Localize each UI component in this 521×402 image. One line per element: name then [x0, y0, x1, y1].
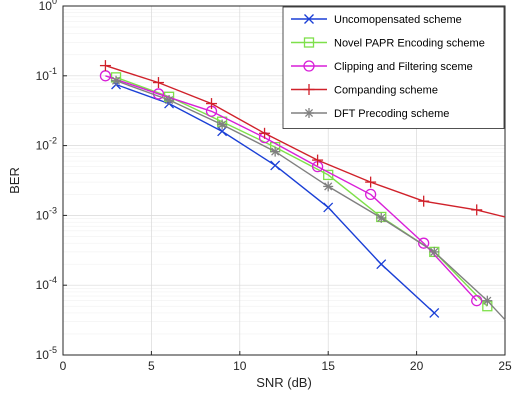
x-tick-label: 5 [148, 359, 155, 373]
data-point [364, 188, 377, 201]
data-point [376, 259, 387, 270]
data-point [312, 154, 324, 166]
legend-entry: Clipping and Filtering sceme [291, 60, 473, 73]
point-marker [271, 147, 280, 156]
legend-entry: DFT Precoding scheme [291, 108, 449, 120]
y-tick-label: 10-3 [36, 205, 57, 222]
point-marker [323, 202, 334, 213]
data-point [111, 75, 122, 86]
point-marker [303, 60, 315, 72]
x-tick-label: 25 [498, 359, 512, 373]
data-point [217, 119, 228, 130]
legend-entry: Uncomopensated scheme [291, 14, 462, 26]
point-marker [303, 37, 315, 48]
data-point [270, 146, 281, 157]
legend-entry: Companding scheme [291, 84, 438, 97]
x-tick-label: 10 [233, 359, 247, 373]
legend-label: Clipping and Filtering sceme [334, 61, 473, 73]
y-tick-label: 10-5 [36, 345, 57, 362]
data-point [164, 95, 175, 106]
data-point [482, 295, 493, 306]
point-marker [429, 308, 440, 318]
data-point [303, 37, 315, 48]
x-tick-label: 0 [60, 359, 67, 373]
y-axis-title: BER [7, 167, 22, 194]
y-tick-label: 100 [39, 0, 57, 13]
legend-label: DFT Precoding scheme [334, 108, 449, 120]
data-point [259, 127, 271, 139]
y-tick-label: 10-1 [36, 66, 57, 83]
point-marker [304, 14, 314, 24]
data-point [303, 60, 315, 72]
point-marker [218, 120, 227, 129]
point-marker [377, 213, 386, 222]
legend-box [282, 6, 505, 129]
data-point [365, 176, 377, 188]
data-point [152, 77, 164, 89]
point-marker [430, 247, 439, 256]
series [99, 60, 506, 218]
legend-label: Companding scheme [334, 85, 438, 97]
data-point [418, 195, 430, 207]
data-point [429, 246, 440, 257]
point-marker [165, 95, 174, 105]
data-point [323, 202, 334, 213]
point-marker [270, 160, 281, 171]
data-point [304, 14, 314, 24]
series-line [105, 75, 478, 302]
data-point [304, 108, 314, 118]
data-point [418, 237, 430, 249]
data-point [376, 212, 387, 223]
data-point [270, 160, 281, 171]
data-point [303, 84, 315, 95]
data-point [429, 308, 440, 318]
series [111, 75, 506, 321]
y-tick-label: 10-2 [36, 136, 57, 153]
point-marker [324, 182, 333, 191]
series-group [99, 60, 506, 321]
point-marker [418, 237, 430, 249]
point-marker [364, 188, 377, 201]
y-tick-label: 10-4 [36, 275, 57, 292]
point-marker [304, 108, 314, 118]
x-tick-label: 15 [322, 359, 336, 373]
x-tick-label: 20 [410, 359, 424, 373]
point-marker [483, 296, 492, 305]
legend-entry: Novel PAPR Encoding scheme [291, 37, 485, 50]
x-axis-title: SNR (dB) [256, 375, 312, 390]
data-point [323, 181, 334, 192]
legend-label: Uncomopensated scheme [334, 14, 462, 26]
axis-ticks: 0 5 10 15 20 25 100 10-1 10-2 10-3 10-4 10-5 [36, 0, 512, 373]
legend: Uncomopensated scheme Novel PAPR Encoding… [282, 6, 505, 129]
point-marker [111, 76, 121, 85]
point-marker [376, 259, 387, 270]
legend-label: Novel PAPR Encoding scheme [334, 38, 485, 50]
point-marker [471, 295, 483, 307]
data-point [99, 60, 111, 72]
data-point [471, 204, 483, 216]
data-point [471, 295, 483, 307]
data-point [206, 98, 218, 110]
plot-area-frame [62, 5, 506, 356]
